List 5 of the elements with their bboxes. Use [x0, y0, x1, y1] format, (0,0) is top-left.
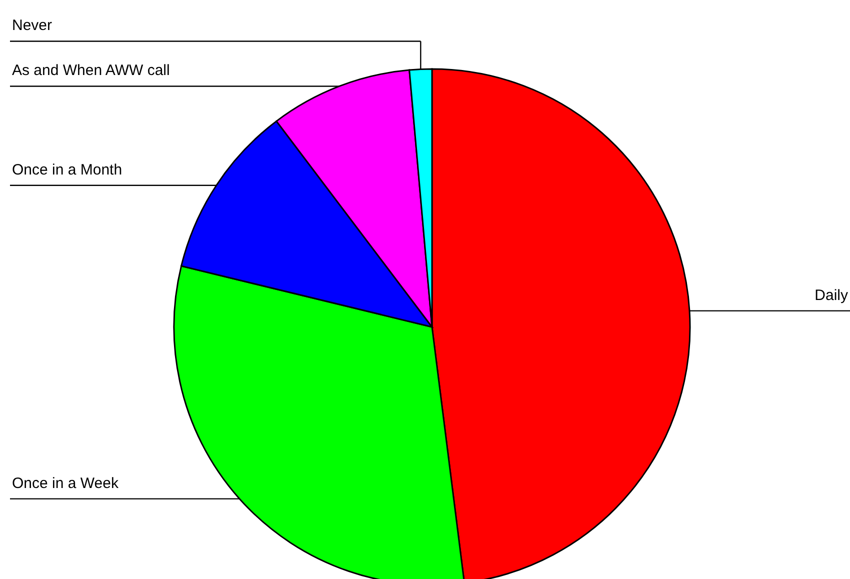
slice-label: Once in a Week [12, 474, 119, 492]
slice-label: Daily [814, 286, 848, 304]
slice-label: Once in a Month [12, 161, 122, 178]
slice-label: Never [12, 17, 52, 34]
slice-label: As and When AWW call [12, 62, 170, 80]
